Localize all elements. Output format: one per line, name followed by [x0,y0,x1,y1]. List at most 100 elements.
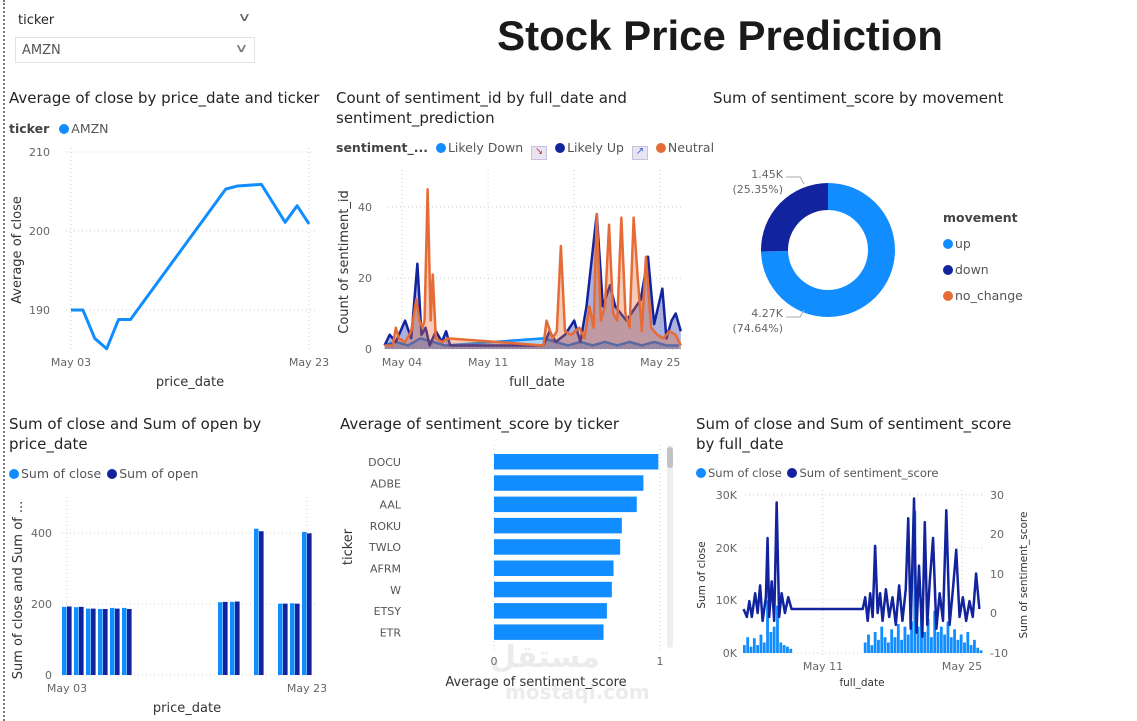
ticker-dropdown-value: AMZN [22,43,61,58]
tick-label: 40 [358,201,372,214]
tick-label: ETSY [374,605,402,618]
series-line-neutral [384,188,682,347]
tick-label: 1 [657,655,664,668]
bar-sum-of-close [906,634,910,653]
bar-sum-of-close [746,637,750,653]
bar-sum-of-close [963,642,966,653]
chart-legend: movement up down no_change [943,205,1023,309]
legend-item[interactable]: Sum of open [119,466,199,481]
bar-sum-of-close [979,650,983,653]
legend-marker [943,239,953,249]
bar-sum-of-close [930,637,933,653]
legend-item[interactable]: AMZN [71,121,109,136]
chevron-down-icon[interactable]: ∨ [234,41,249,55]
y-axis-title: Sum of close and Sum of ... [11,501,26,680]
chart-title: Average of close by price_date and ticke… [9,89,320,107]
bar-w [494,581,612,598]
legend-marker [435,143,446,153]
y-axis-title: Count of sentiment_id [337,190,352,333]
scrollbar-thumb[interactable] [667,447,673,468]
bar-sum-of-close [896,624,900,653]
legend-marker [655,143,666,153]
bar-sum-of-close [880,626,884,653]
y2-tick-label: -10 [990,647,1008,660]
ticker-dropdown[interactable]: AMZN ∨ [15,37,255,63]
legend-item[interactable]: down [955,262,989,277]
series-area-neutral [384,189,681,349]
bar-sum-of-close [779,642,783,653]
chart-title: Sum of sentiment_score by movement [713,89,1004,107]
scrollbar-track[interactable] [667,445,673,648]
chart-title: Sum of close and Sum of sentiment_score … [696,414,1011,454]
bar-sum-of-close [953,629,956,653]
bar-sum-of-close [923,631,927,653]
bar-sum-of-close [772,626,776,653]
data-label: (25.35%) [732,183,783,196]
bar-sum-of-close [86,608,91,675]
legend-item[interactable]: no_change [955,288,1023,303]
bar-sum-of-close [789,648,793,653]
legend-marker [696,468,706,478]
bar-sum-of-open [235,601,240,675]
bar-etsy [494,603,607,619]
legend-item[interactable]: Likely Down [447,140,524,155]
bar-sum-of-open [223,601,228,675]
series-area-likely-up [384,214,681,349]
y2-tick-label: 20 [990,528,1004,541]
series-line-likely-down [384,337,679,347]
tick-label: May 23 [287,682,327,695]
bar-sum-of-open [115,608,120,675]
bar-sum-of-close [903,626,907,653]
legend-item[interactable]: Neutral [667,140,715,155]
watermark-logo-text: mostaql.com [505,680,650,704]
tick-label: 10K [716,594,738,607]
chart-title-line: Sum of close and Sum of sentiment_score [696,415,1012,433]
leader-line [786,309,805,318]
bar-sum-of-close [973,639,976,653]
bar-sum-of-close [936,631,940,653]
tick-label: 0 [45,669,52,682]
legend-item[interactable]: Sum of close [21,466,102,481]
series-line-sum-of-sentiment-score [742,497,981,638]
tick-label: May 18 [554,356,594,369]
bar-sum-of-close [877,639,880,653]
legend-item[interactable]: Sum of close [708,466,782,480]
chart-title-line: Sum of close and Sum of open by [9,415,262,433]
bar-sum-of-open [103,608,108,675]
bar-sum-of-close [870,645,874,653]
slicer-collapse-chevron-icon[interactable]: ∨ [237,10,252,24]
chart-legend: Sum of close Sum of sentiment_score [696,466,938,480]
legend-item[interactable]: Likely Up [567,140,624,155]
watermark-logo: مستقل [490,640,600,675]
y-axis-title: ticker [341,528,356,565]
bar-sum-of-close [766,600,769,653]
bar-sum-of-close [867,634,870,653]
bar-sum-of-open [127,608,132,675]
bar-docu [494,454,659,470]
bar-sum-of-close [762,642,766,653]
bar-sum-of-close [893,637,897,653]
bar-sum-of-close [943,634,947,653]
legend-item[interactable]: Sum of sentiment_score [799,466,939,480]
y2-tick-label: 30 [990,489,1004,502]
bar-sum-of-close [933,610,937,653]
chart-title: Average of sentiment_score by ticker [340,415,620,433]
tick-label: 20 [358,272,372,285]
bar-sum-of-close [110,607,115,675]
bar-sum-of-open [79,606,84,675]
bar-sum-of-close [886,642,890,653]
bar-sum-of-close [956,639,960,653]
tick-label: TWLO [368,541,401,554]
bar-sum-of-close [230,601,235,675]
series-line-amzn [71,182,311,351]
bar-sum-of-close [969,645,973,653]
data-label: 1.45K [751,168,783,181]
legend-item[interactable]: up [955,236,971,251]
tick-label: 210 [29,146,50,159]
legend-marker [943,291,953,301]
tick-label: May 03 [47,682,87,695]
tick-label: 0K [723,647,738,660]
legend-marker [107,469,118,479]
bar-sum-of-close [946,621,950,653]
